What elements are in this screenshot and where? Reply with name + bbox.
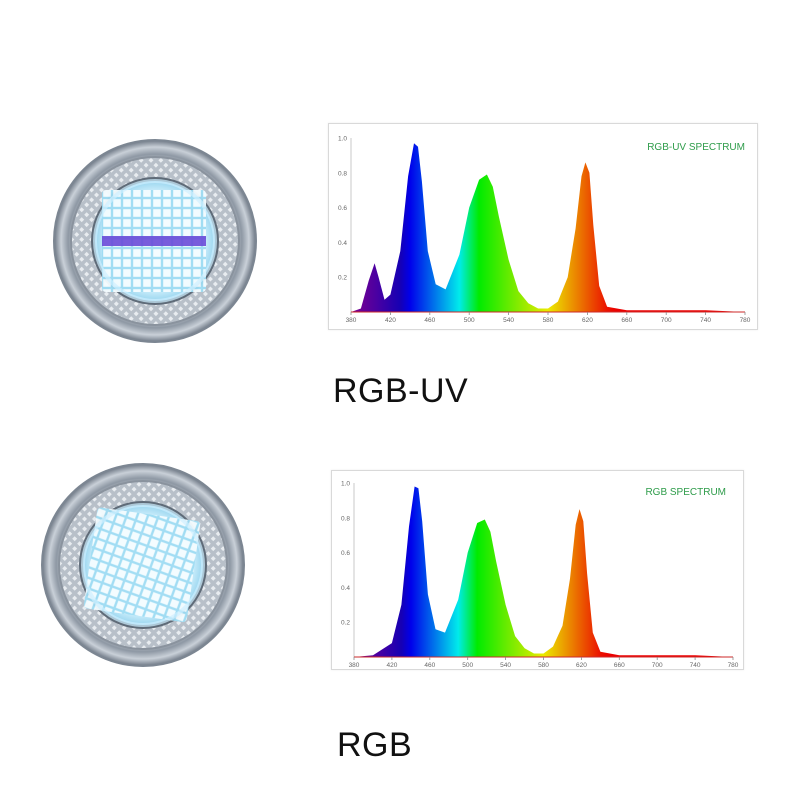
chart-title: RGB-UV SPECTRUM (647, 142, 745, 153)
x-tick-label: 420 (386, 662, 397, 669)
chart-title: RGB SPECTRUM (645, 487, 726, 498)
spectrum-area (354, 486, 733, 657)
x-tick-label: 380 (346, 317, 357, 324)
x-tick-label: 700 (661, 317, 672, 324)
led-lamp-rgb-uv-icon (53, 139, 257, 343)
x-tick-label: 580 (538, 662, 549, 669)
y-tick-label: 1.0 (341, 481, 350, 488)
rgb-uv-caption: RGB-UV (333, 372, 469, 410)
spectrum-area (351, 143, 745, 312)
x-tick-label: 540 (503, 317, 514, 324)
y-tick-label: 0.2 (338, 275, 347, 282)
x-tick-label: 620 (576, 662, 587, 669)
x-tick-label: 700 (652, 662, 663, 669)
y-tick-label: 0.2 (341, 620, 350, 627)
y-tick-label: 0.6 (341, 550, 350, 557)
y-tick-label: 0.4 (338, 240, 347, 247)
x-tick-label: 380 (349, 662, 360, 669)
x-tick-label: 740 (700, 317, 711, 324)
x-tick-label: 420 (385, 317, 396, 324)
x-tick-label: 780 (728, 662, 739, 669)
rgb-uv-spectrum-chart: 0.2 0.4 0.6 0.8 1.0 380 420 460 500 540 580 620 660 7… (328, 123, 758, 330)
rgb-spectrum-svg: 0.2 0.4 0.6 0.8 1.0 380 420 460 500 540 580 620 660 7… (341, 481, 739, 670)
x-tick-label: 500 (462, 662, 473, 669)
rgb-caption: RGB (337, 726, 413, 764)
x-tick-label: 620 (582, 317, 593, 324)
x-tick-label: 660 (621, 317, 632, 324)
x-tick-label: 500 (464, 317, 475, 324)
x-tick-label: 580 (543, 317, 554, 324)
y-tick-label: 0.8 (338, 170, 347, 177)
y-tick-label: 0.6 (338, 205, 347, 212)
x-tick-label: 540 (500, 662, 511, 669)
rgb-uv-spectrum-svg: 0.2 0.4 0.6 0.8 1.0 380 420 460 500 540 580 620 660 7… (338, 136, 751, 325)
x-tick-label: 460 (424, 662, 435, 669)
y-tick-label: 0.4 (341, 585, 350, 592)
led-lamp-rgb-icon (41, 463, 245, 667)
rgb-spectrum-chart: 0.2 0.4 0.6 0.8 1.0 380 420 460 500 540 580 620 660 7… (331, 470, 744, 670)
x-tick-label: 460 (424, 317, 435, 324)
x-tick-label: 740 (690, 662, 701, 669)
y-tick-label: 0.8 (341, 515, 350, 522)
x-tick-label: 780 (740, 317, 751, 324)
y-tick-label: 1.0 (338, 136, 347, 143)
x-tick-label: 660 (614, 662, 625, 669)
